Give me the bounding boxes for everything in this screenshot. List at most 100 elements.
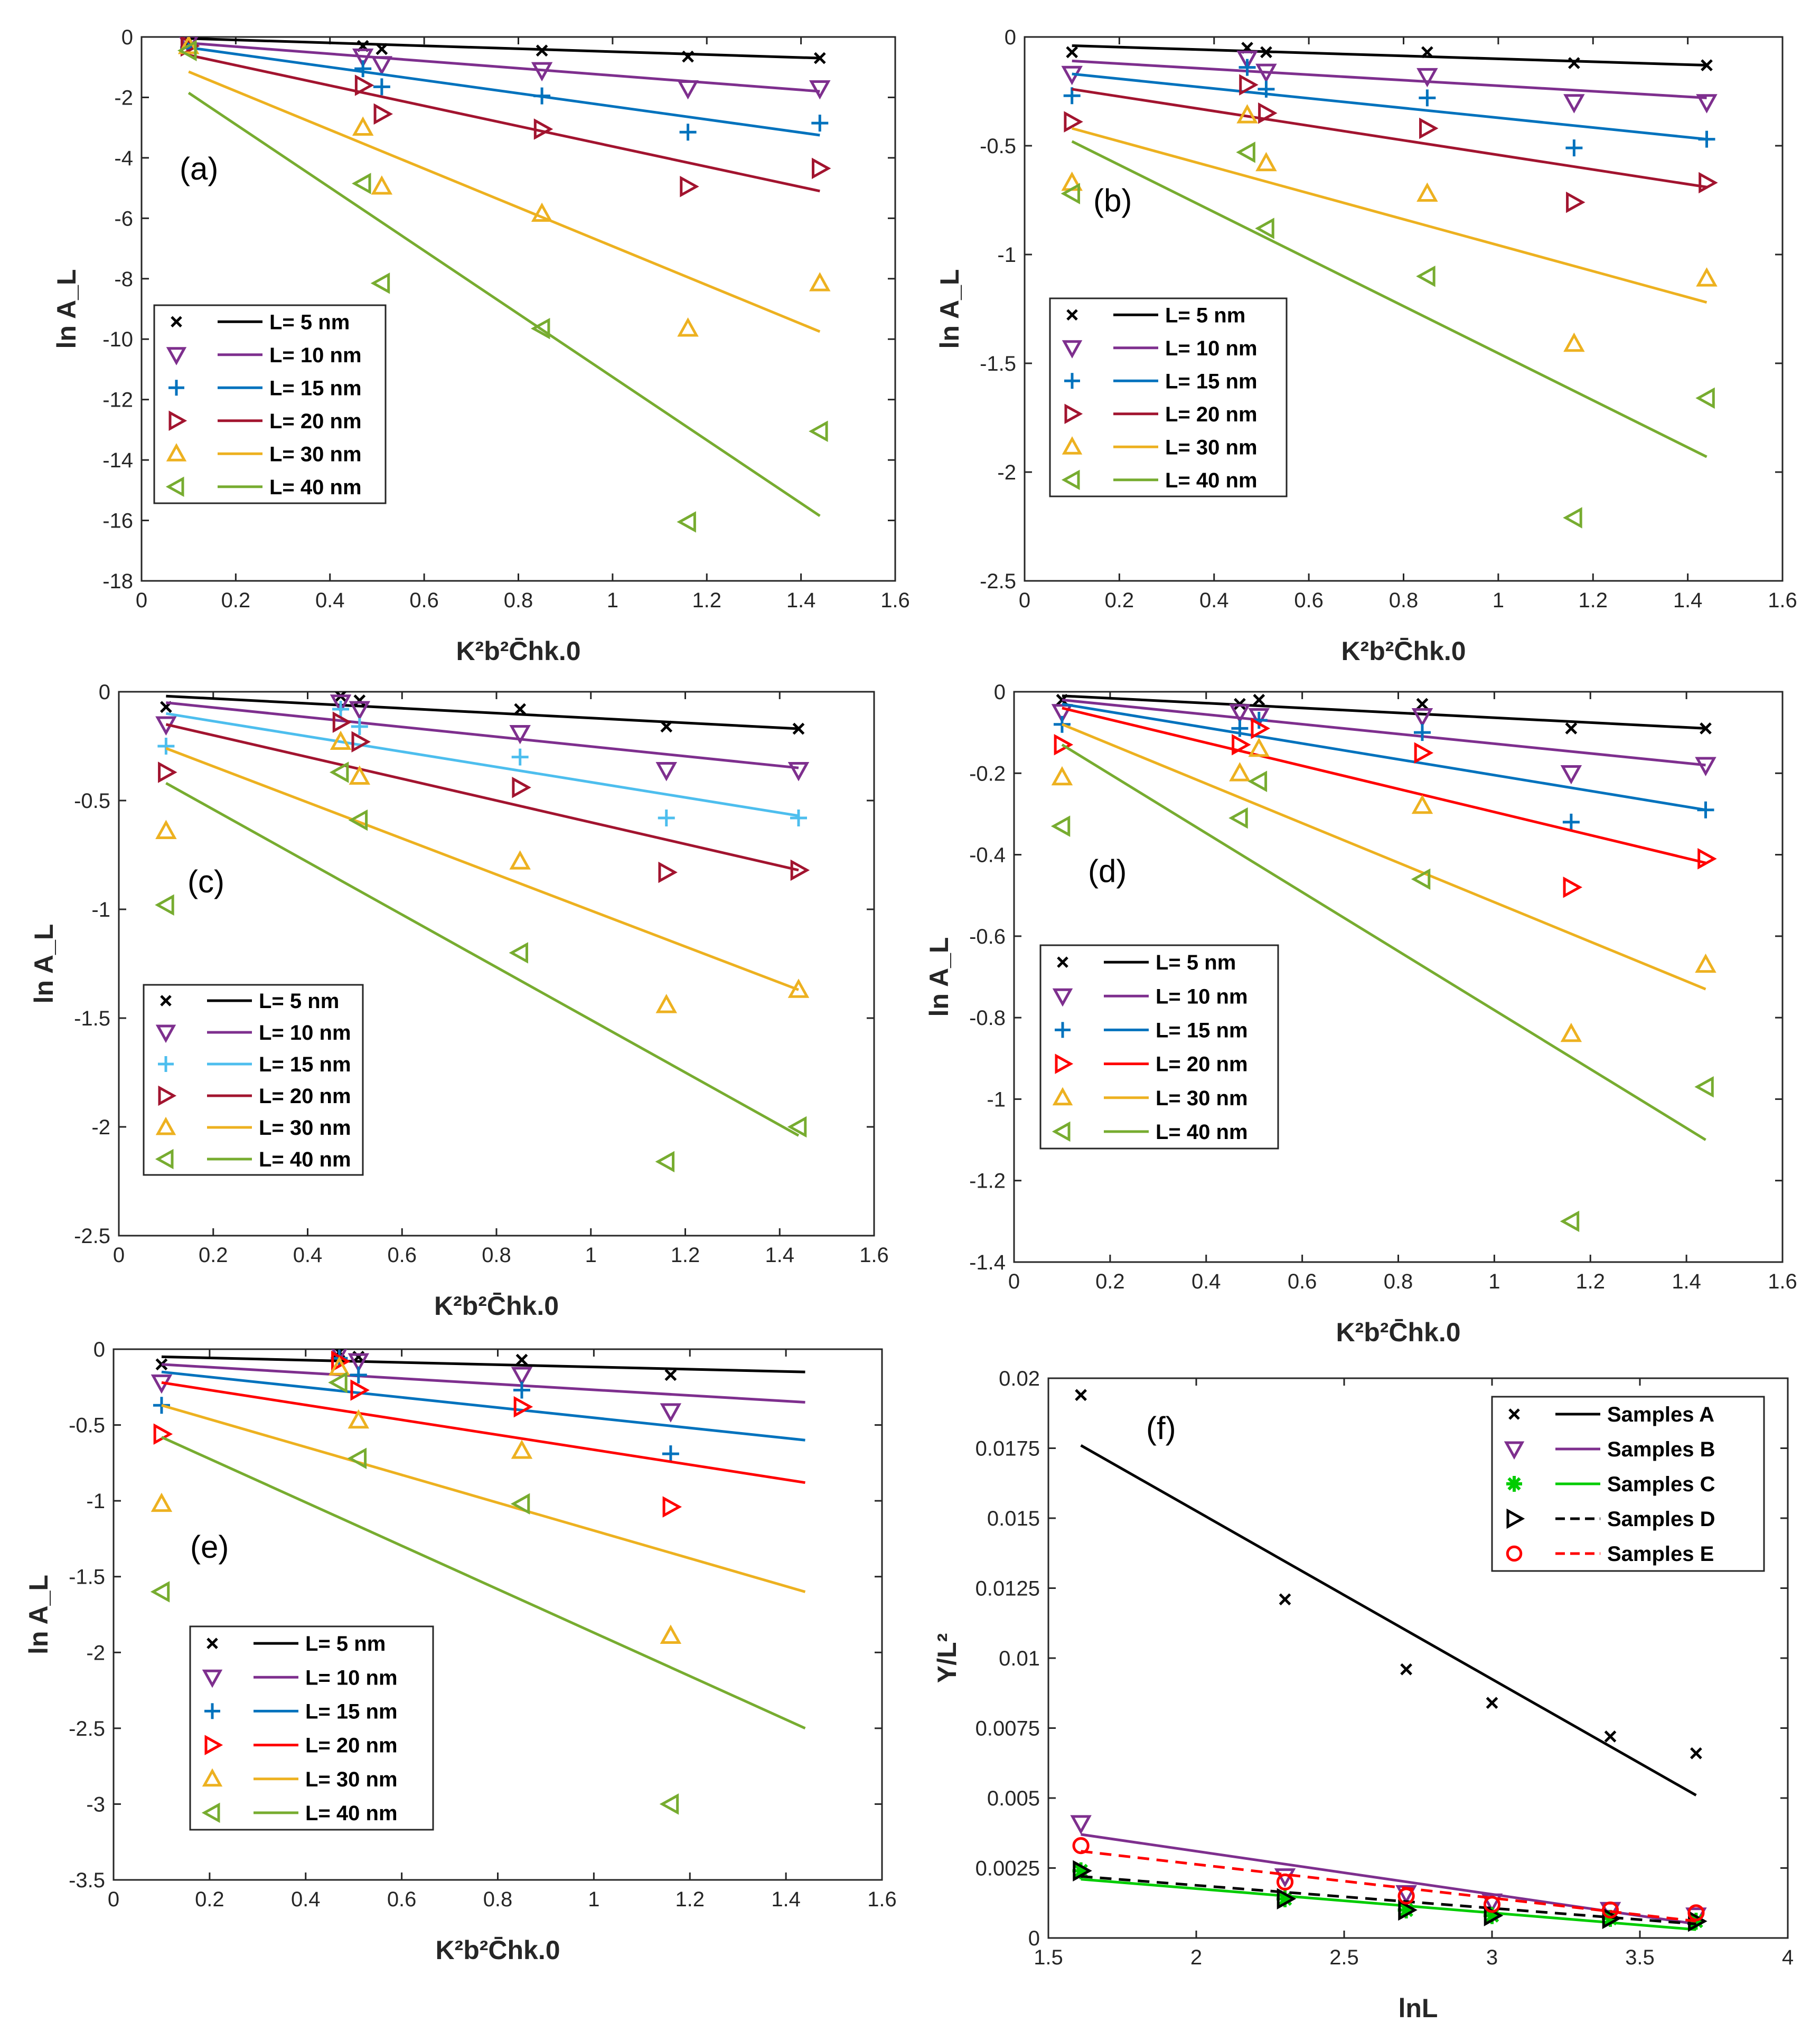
legend-label: L= 40 nm — [1165, 469, 1258, 492]
x-tick-label: 0.4 — [291, 1888, 321, 1911]
legend: L= 5 nm L= 10 nm L= 15 nm L= 20 nm L= 30 nm L… — [1039, 944, 1279, 1150]
y-tick-label: 0.0125 — [975, 1577, 1040, 1601]
legend-marker — [160, 995, 172, 1006]
data-point — [1411, 794, 1433, 814]
y-axis-label: ln A_L — [29, 924, 59, 1004]
data-point — [1701, 59, 1713, 71]
panel-f: 1.5 2 2.5 3 3.5 4 0 0.0025 0.005 0.0075 0.01 0.0125… — [932, 1367, 1794, 2023]
data-point — [1255, 63, 1277, 83]
legend-label: L= 20 nm — [1156, 1053, 1248, 1076]
data-point — [787, 978, 810, 998]
data-point — [1397, 1887, 1415, 1905]
data-point — [371, 175, 393, 195]
legend-box — [1491, 1396, 1765, 1572]
fit-line — [187, 91, 821, 517]
data-point — [1229, 762, 1251, 782]
fit-line — [1072, 127, 1708, 304]
data-point — [1563, 877, 1583, 898]
legend-marker — [1057, 956, 1068, 968]
y-tick-label: -1.4 — [969, 1251, 1006, 1274]
x-tick-label: 0.4 — [1192, 1270, 1221, 1293]
data-point — [655, 994, 677, 1013]
data-point — [155, 1358, 168, 1371]
legend-marker — [1062, 340, 1083, 359]
data-point — [332, 700, 350, 718]
data-point — [1051, 704, 1073, 723]
data-point — [1248, 708, 1270, 728]
data-point — [157, 738, 175, 755]
data-point — [1229, 704, 1251, 723]
panel-d: 0 0.2 0.4 0.6 0.8 1 1.2 1.4 1.6 -1.4 -1.2 -1 -0.8 -0.… — [924, 681, 1797, 1347]
legend-box — [189, 1625, 434, 1831]
legend-marker — [1052, 988, 1073, 1007]
y-tick-label: -2 — [91, 1116, 110, 1139]
y-tick-label: -1 — [987, 1088, 1006, 1111]
data-point — [328, 1371, 348, 1394]
data-point — [158, 761, 177, 783]
panel-a: 0 0.2 0.4 0.6 0.8 1 1.2 1.4 1.6 -18 -16 -14 -12 -10 -8… — [52, 26, 910, 666]
data-point — [1560, 1022, 1582, 1042]
fit-line — [1071, 140, 1708, 458]
data-point — [332, 711, 352, 733]
y-tick-label: -0.5 — [69, 1414, 105, 1437]
y-tick-label: -1.2 — [969, 1170, 1006, 1193]
x-tick-label: 0 — [136, 589, 147, 612]
legend-label: L= 15 nm — [1165, 370, 1258, 393]
legend-marker — [168, 380, 184, 396]
y-tick-label: 0 — [1005, 26, 1016, 49]
legend: Samples A Samples B Samples C Samples D Samp… — [1491, 1396, 1765, 1572]
data-point — [1051, 766, 1073, 786]
data-point — [1072, 1862, 1090, 1879]
data-point — [1602, 1907, 1622, 1930]
data-point — [1560, 765, 1582, 785]
legend-marker — [202, 1768, 223, 1787]
data-point — [813, 52, 826, 64]
y-tick-label: 0 — [93, 1338, 105, 1361]
x-tick-label: 1.6 — [859, 1244, 889, 1267]
y-tick-label: -1 — [86, 1490, 105, 1513]
data-point — [682, 50, 694, 63]
data-point — [533, 118, 553, 140]
x-tick-label: 1.6 — [1768, 1270, 1797, 1293]
data-point — [1239, 59, 1256, 76]
x-tick-label: 0 — [1019, 589, 1030, 612]
data-layer — [1061, 42, 1718, 529]
legend-marker — [204, 1735, 223, 1755]
data-point — [1277, 1890, 1293, 1907]
fit-line — [165, 782, 800, 1137]
data-point — [1419, 117, 1439, 139]
x-tick-label: 3 — [1486, 1946, 1498, 1969]
data-point — [662, 1496, 682, 1518]
data-point — [352, 48, 374, 68]
y-axis-label: ln A_L — [935, 269, 964, 349]
data-point — [536, 44, 548, 57]
data-point — [1563, 94, 1585, 114]
data-point — [509, 724, 531, 745]
legend-marker — [158, 1056, 174, 1072]
data-point — [354, 74, 374, 96]
data-point — [1066, 46, 1078, 59]
data-point — [659, 1793, 679, 1815]
data-point — [511, 748, 529, 766]
data-point — [1416, 698, 1429, 710]
x-axis-label: K²b²C̄hk.0 — [1336, 1318, 1460, 1347]
legend-label: L= 40 nm — [269, 476, 362, 499]
legend-label: L= 20 nm — [305, 1734, 398, 1757]
y-tick-label: -18 — [102, 570, 133, 593]
panel-label: (d) — [1088, 853, 1127, 889]
data-point — [662, 1445, 679, 1463]
data-point — [1247, 770, 1268, 792]
data-point — [1484, 1907, 1500, 1924]
y-tick-label: -0.6 — [969, 925, 1006, 948]
data-point — [1075, 1389, 1087, 1401]
legend-label: L= 10 nm — [269, 344, 362, 367]
y-axis-label: Y/L² — [932, 1633, 962, 1683]
legend: L= 5 nm L= 10 nm L= 15 nm L= 20 nm L= 30 nm L… — [1049, 297, 1288, 497]
x-tick-label: 1.6 — [880, 589, 910, 612]
data-point — [348, 1353, 370, 1373]
data-layer — [177, 37, 831, 533]
data-point — [373, 78, 390, 96]
data-point — [1565, 139, 1583, 157]
x-tick-label: 1.2 — [1578, 589, 1608, 612]
